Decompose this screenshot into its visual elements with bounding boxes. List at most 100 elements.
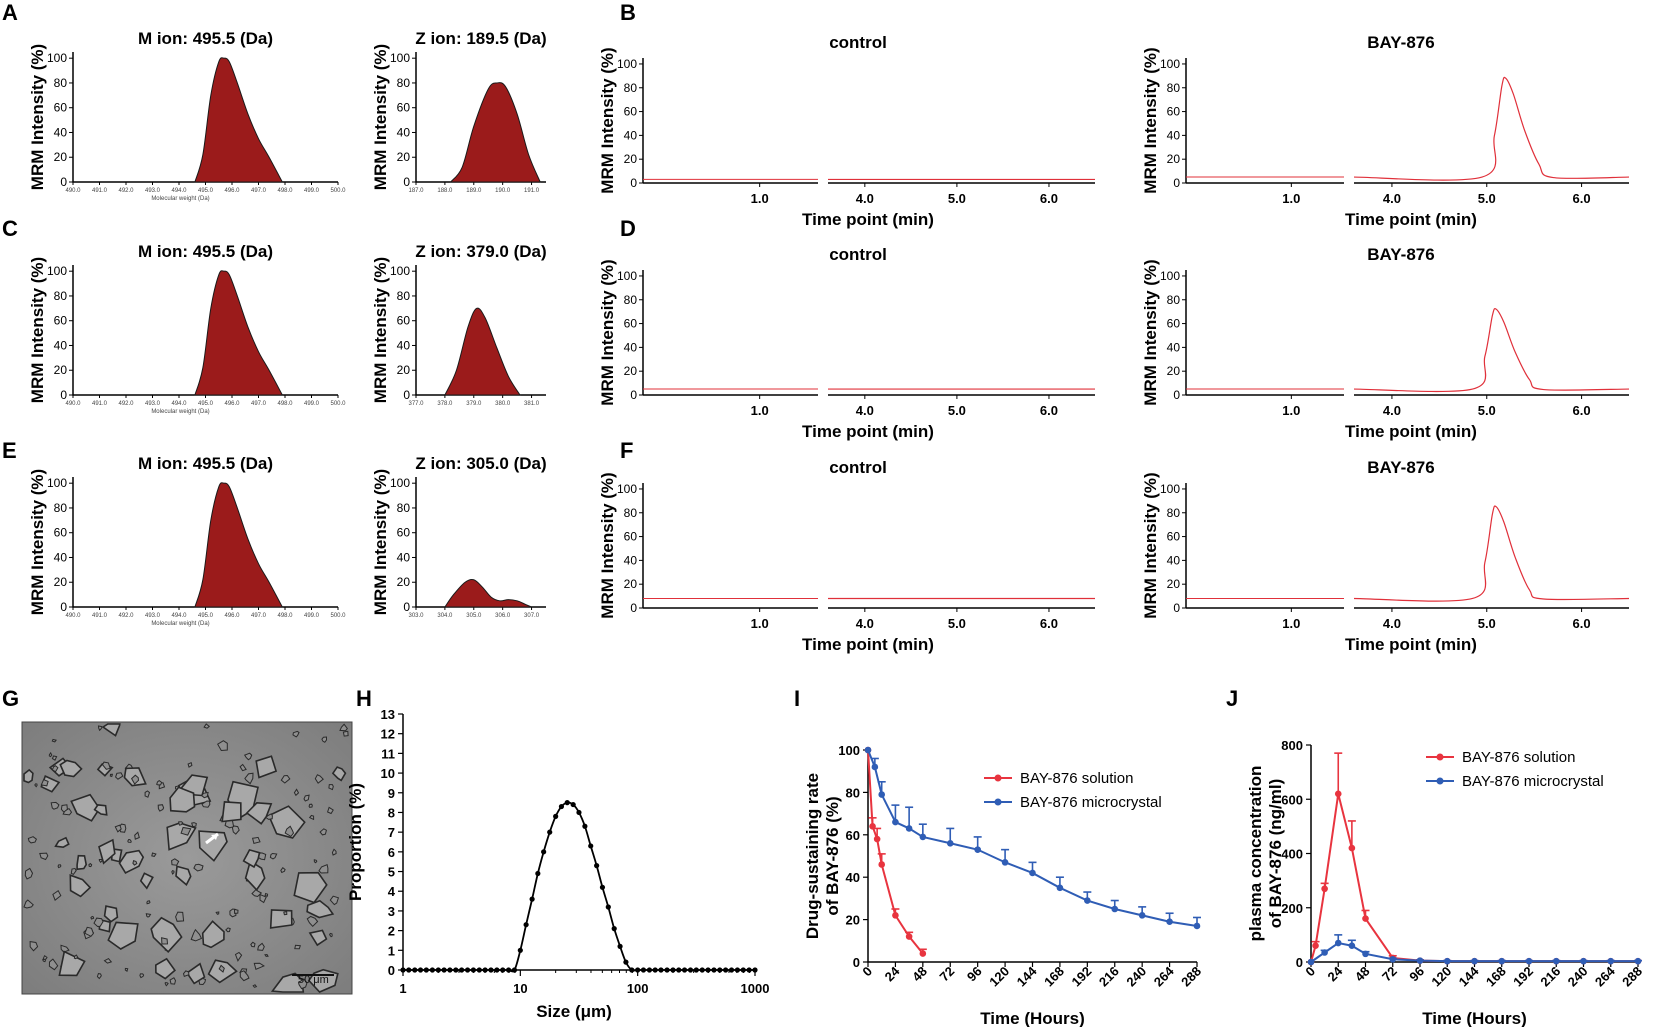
panel-i-data-point: [1111, 905, 1119, 913]
crystal-particle: [294, 944, 301, 950]
crystal-particle: [201, 920, 225, 949]
panel-h-point: [535, 870, 541, 877]
crystal-particle: [269, 909, 293, 929]
panel-h-ytick-label: 0: [388, 963, 395, 978]
panel-d-control-ytick-label: 20: [624, 364, 638, 378]
panel-j-ylabel-line2: of BAY-876 (ng/ml): [1266, 779, 1285, 929]
panel-f-control-title: control: [829, 458, 887, 477]
panel-b-bay-ytick-label: 100: [1160, 57, 1180, 71]
panel-d-bay-ytick-label: 0: [1173, 388, 1180, 402]
panel-h-ytick-label: 2: [388, 924, 395, 939]
panel-f-bay-xtick-label: 6.0: [1573, 616, 1591, 631]
crystal-particle: [339, 723, 348, 732]
crystal-particle: [331, 766, 347, 782]
panel-j-xtick-label: 264: [1592, 963, 1618, 989]
crystal-particle: [328, 784, 334, 791]
panel-j-data-point: [1607, 957, 1615, 965]
crystal-particle: [250, 941, 256, 948]
panel-j-data-point: [1471, 957, 1478, 965]
crystal-particle: [39, 852, 49, 861]
panel-h-point: [429, 967, 435, 973]
panel-e-z-ytick-label: 20: [397, 575, 411, 589]
crystal-particle: [203, 723, 210, 729]
panel-h-point: [423, 967, 429, 973]
crystal-particle: [280, 866, 286, 874]
crystal-particle: [41, 958, 46, 963]
panel-c-z-title: Z ion: 379.0 (Da): [415, 242, 546, 261]
crystal-particle: [270, 972, 305, 993]
crystal-particle: [292, 730, 300, 738]
panel-a-z-ytick-label: 60: [397, 101, 411, 115]
crystal-particle: [193, 863, 204, 872]
panel-c-m-xtick-label: 498.0: [277, 401, 293, 407]
panel-i-xtick-label: 168: [1041, 964, 1067, 990]
panel-f-bay-xtick-label: 5.0: [1478, 616, 1496, 631]
panel-j-chart: 0 200 400 600 800 0 24 48 72 96 120 144 168 192 216 240…: [1246, 738, 1645, 1027]
panel-b-bay-xtick-label: 1.0: [1282, 191, 1300, 206]
panel-h-point: [400, 967, 406, 973]
crystal-particle: [132, 859, 138, 866]
panel-i-xtick-label: 240: [1123, 964, 1149, 990]
panel-e-m-xtick-label: 499.0: [304, 613, 320, 619]
crystal-particle: [93, 804, 108, 816]
panel-c-z-ytick-label: 20: [397, 363, 411, 377]
crystal-particle: [34, 783, 38, 788]
panel-j-xtick-label: 24: [1325, 963, 1346, 984]
panel-c-z-xtick-label: 381.0: [524, 401, 540, 407]
crystal-particle: [180, 826, 192, 836]
crystal-particle: [114, 824, 122, 833]
panel-d-bay-xlabel: Time point (min): [1345, 422, 1477, 441]
panel-b-control-xtick-label: 5.0: [948, 191, 966, 206]
panel-h-xtick-label: 10: [513, 981, 527, 996]
panel-i-data-point: [905, 825, 913, 832]
crystal-particle: [267, 805, 306, 839]
panel-label-j: J: [1226, 686, 1238, 711]
panel-i-xlabel: Time (Hours): [980, 1009, 1085, 1027]
panel-h-point: [652, 967, 658, 973]
panel-a-z-xtick-label: 190.0: [495, 188, 511, 194]
panel-h-axes: [402, 714, 755, 971]
panel-c-z-xtick-label: 377.0: [408, 401, 424, 407]
panel-i-xtick-label: 264: [1151, 963, 1177, 989]
panel-c-m-ytick-label: 80: [54, 289, 68, 303]
panel-label-b: B: [620, 0, 636, 25]
panel-j-data-point: [1525, 957, 1533, 965]
crystal-particle: [73, 954, 79, 960]
crystal-particle: [54, 836, 70, 849]
panel-c-z-ytick-label: 60: [397, 314, 411, 328]
crystal-particle: [84, 926, 94, 937]
crystal-particle: [90, 915, 95, 920]
panel-c-z-xtick-label: 378.0: [437, 401, 453, 407]
panel-h-ylabel: Proportion (%): [346, 783, 365, 901]
panel-i-ylabel: Drug-sustaining rateof BAY-876 (%): [803, 773, 842, 939]
panel-a-z-ytick-label: 20: [397, 150, 411, 164]
panel-a-z-xtick-label: 189.0: [466, 188, 482, 194]
panel-h-point: [635, 967, 641, 973]
crystal-particle: [231, 824, 240, 835]
panel-h-point: [517, 947, 523, 953]
panel-h-point: [629, 967, 635, 973]
panel-label-h: H: [356, 686, 372, 711]
panel-h-point: [670, 967, 676, 973]
panel-f-control-ytick-label: 0: [630, 601, 637, 615]
crystal-particle: [255, 755, 278, 779]
crystal-particle: [244, 772, 254, 785]
panel-h-point: [494, 967, 500, 973]
panel-c-m-ylabel: MRM Intensity (%): [28, 257, 47, 403]
panel-j-data-point: [1321, 949, 1328, 956]
panel-f-bay-chart: BAY-876 MRM Intensity (%) 0 20 40 60 80 100 1.0 4…: [1141, 458, 1630, 654]
panel-j-xlabel: Time (Hours): [1422, 1009, 1527, 1027]
panel-e-m-ytick-label: 40: [54, 550, 68, 564]
panel-h-ytick-label: 5: [388, 865, 395, 880]
panel-a-z-xtick-label: 187.0: [408, 188, 424, 194]
crystal-particle: [103, 957, 113, 964]
crystal-particle: [27, 836, 38, 844]
panel-h-point: [681, 967, 688, 973]
panel-e-m-peak-area: [194, 482, 284, 608]
panel-label-c: C: [2, 216, 18, 241]
panel-f-bay-title: BAY-876: [1367, 458, 1434, 477]
panel-d-bay-trace: [1353, 308, 1630, 393]
crystal-particle: [225, 927, 231, 933]
panel-a-m-chart: M ion: 495.5 (Da) MRM Intensity (%) 0 20 40 6…: [28, 29, 346, 202]
panel-f-bay-ytick-label: 40: [1167, 553, 1181, 567]
